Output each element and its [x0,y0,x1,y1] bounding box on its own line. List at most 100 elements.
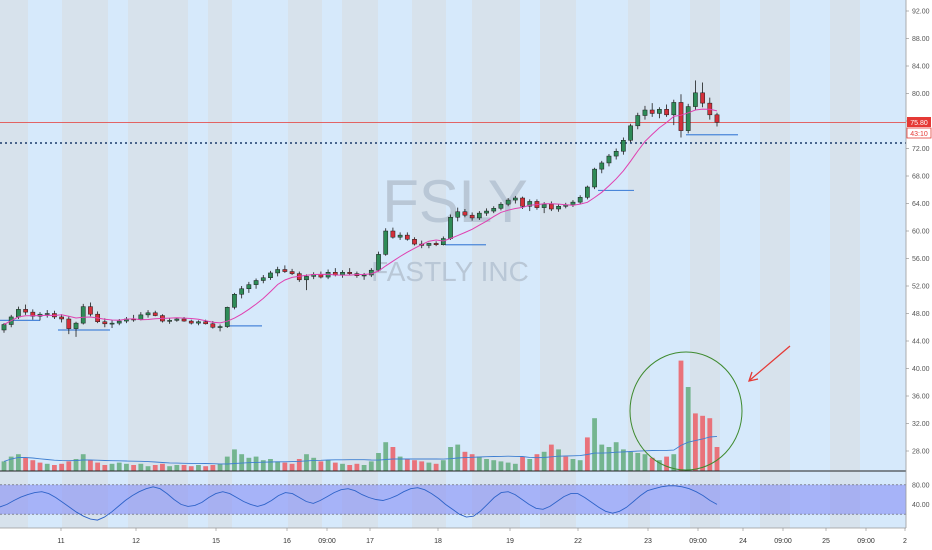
time-tick-label: 15 [212,538,220,545]
volume-bar [253,456,259,471]
time-tick-label: 09:00 [689,538,707,545]
candle-body [138,314,144,320]
price-tick-label: 48.00 [912,311,930,318]
volume-bar [484,459,489,471]
price-tick-label: 52.00 [912,284,930,291]
volume-bar [246,457,252,471]
volume-bar [491,460,497,471]
candle-body [188,320,194,324]
candle [476,211,482,220]
candle-body [520,197,525,207]
candle-body [440,238,446,245]
volume-bar [642,454,648,471]
volume-bar [707,418,713,471]
volume-bar [59,463,65,471]
candle-body [549,203,554,210]
volume-bar [469,454,475,471]
candle [347,268,353,275]
volume-bar [318,461,324,471]
candle-body [657,109,662,114]
candle-body [152,312,158,316]
volume-bar [620,449,626,471]
candle [642,105,648,120]
volume-bar [160,463,165,471]
candle-body [275,269,281,274]
candle-body [592,168,597,188]
volume-bar [498,461,504,471]
candle [152,310,158,317]
candle [376,251,381,272]
session-band [628,0,650,528]
time-tick-label: 09:00 [774,538,792,545]
volume-bar [268,459,273,471]
candle [167,318,172,324]
volume-bar [304,454,309,471]
volume-bar [577,460,583,471]
candle-body [253,280,259,285]
candle [80,303,86,325]
candle [304,274,309,291]
candle-body [570,201,576,206]
volume-bar [23,457,29,471]
session-band [62,0,108,528]
candle [693,80,698,110]
candle [426,242,432,249]
candle [145,310,151,318]
candle-body [577,197,583,203]
volume-bar [548,444,554,471]
candle-body [282,269,288,272]
candle-body [685,106,691,131]
candle-body [268,272,273,278]
volume-bar [534,454,540,471]
candle-body [196,321,201,324]
candle-body [167,320,172,322]
horizontal-levels [0,121,906,331]
watermark-symbol: FSLY [382,168,528,235]
volume-bar [397,456,403,471]
candle-body [80,306,86,324]
candle [671,99,677,126]
session-band [288,0,322,528]
volume-bar [412,460,417,471]
candle-body [1,324,7,331]
candle-body [505,199,511,205]
candle [275,266,281,277]
candle-body [376,254,381,271]
volume-bar [354,463,360,471]
candle-body [700,92,705,104]
price-tick-label: 28.00 [912,449,930,456]
volume-bars [1,360,720,471]
candle-body [512,197,518,201]
candle-body [412,239,417,245]
candle-body [289,271,295,274]
volume-bar [714,447,720,471]
volume-bar [30,460,36,471]
volume-bar [52,465,57,471]
candle-body [426,243,432,246]
candle-body [383,230,389,255]
candle-body [606,155,612,164]
time-tick-label: 19 [506,538,514,545]
candle [433,241,439,247]
time-tick-label: 16 [283,538,291,545]
candle [44,310,50,318]
candle [678,94,684,138]
volume-bar [332,462,338,471]
volume-bar [282,462,288,471]
price-tick-label: 84.00 [912,64,930,71]
candle [282,265,288,273]
volume-bar [95,462,101,471]
candle [268,270,273,280]
time-tick-label: 23 [644,538,652,545]
volume-bar [505,462,511,471]
candle [224,306,230,328]
time-tick-label: 2 [903,538,907,545]
volume-bar [541,451,547,471]
volume-bar [16,454,21,471]
price-tick-label: 88.00 [912,36,930,43]
volume-bar [383,442,389,471]
candle-body [88,306,93,315]
candle-body [448,217,453,239]
volume-bar [433,463,439,471]
